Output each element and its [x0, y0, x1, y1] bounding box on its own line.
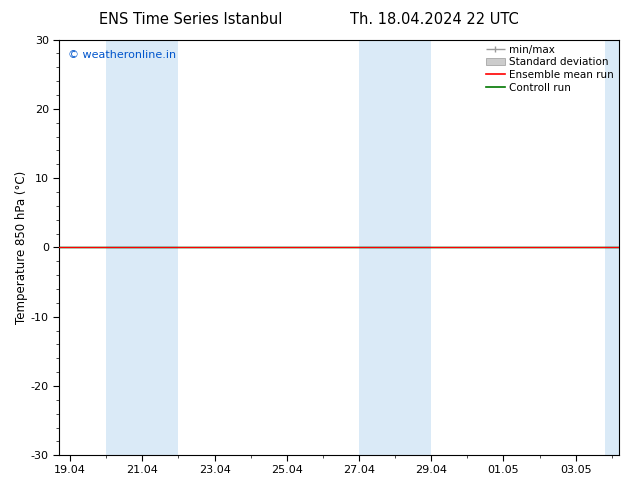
Text: ENS Time Series Istanbul: ENS Time Series Istanbul — [98, 12, 282, 27]
Bar — [605, 40, 621, 455]
Bar — [359, 40, 431, 455]
Text: © weatheronline.in: © weatheronline.in — [68, 50, 176, 60]
Legend: min/max, Standard deviation, Ensemble mean run, Controll run: min/max, Standard deviation, Ensemble me… — [484, 43, 616, 95]
Bar — [107, 40, 179, 455]
Y-axis label: Temperature 850 hPa (°C): Temperature 850 hPa (°C) — [15, 171, 28, 324]
Text: Th. 18.04.2024 22 UTC: Th. 18.04.2024 22 UTC — [350, 12, 519, 27]
